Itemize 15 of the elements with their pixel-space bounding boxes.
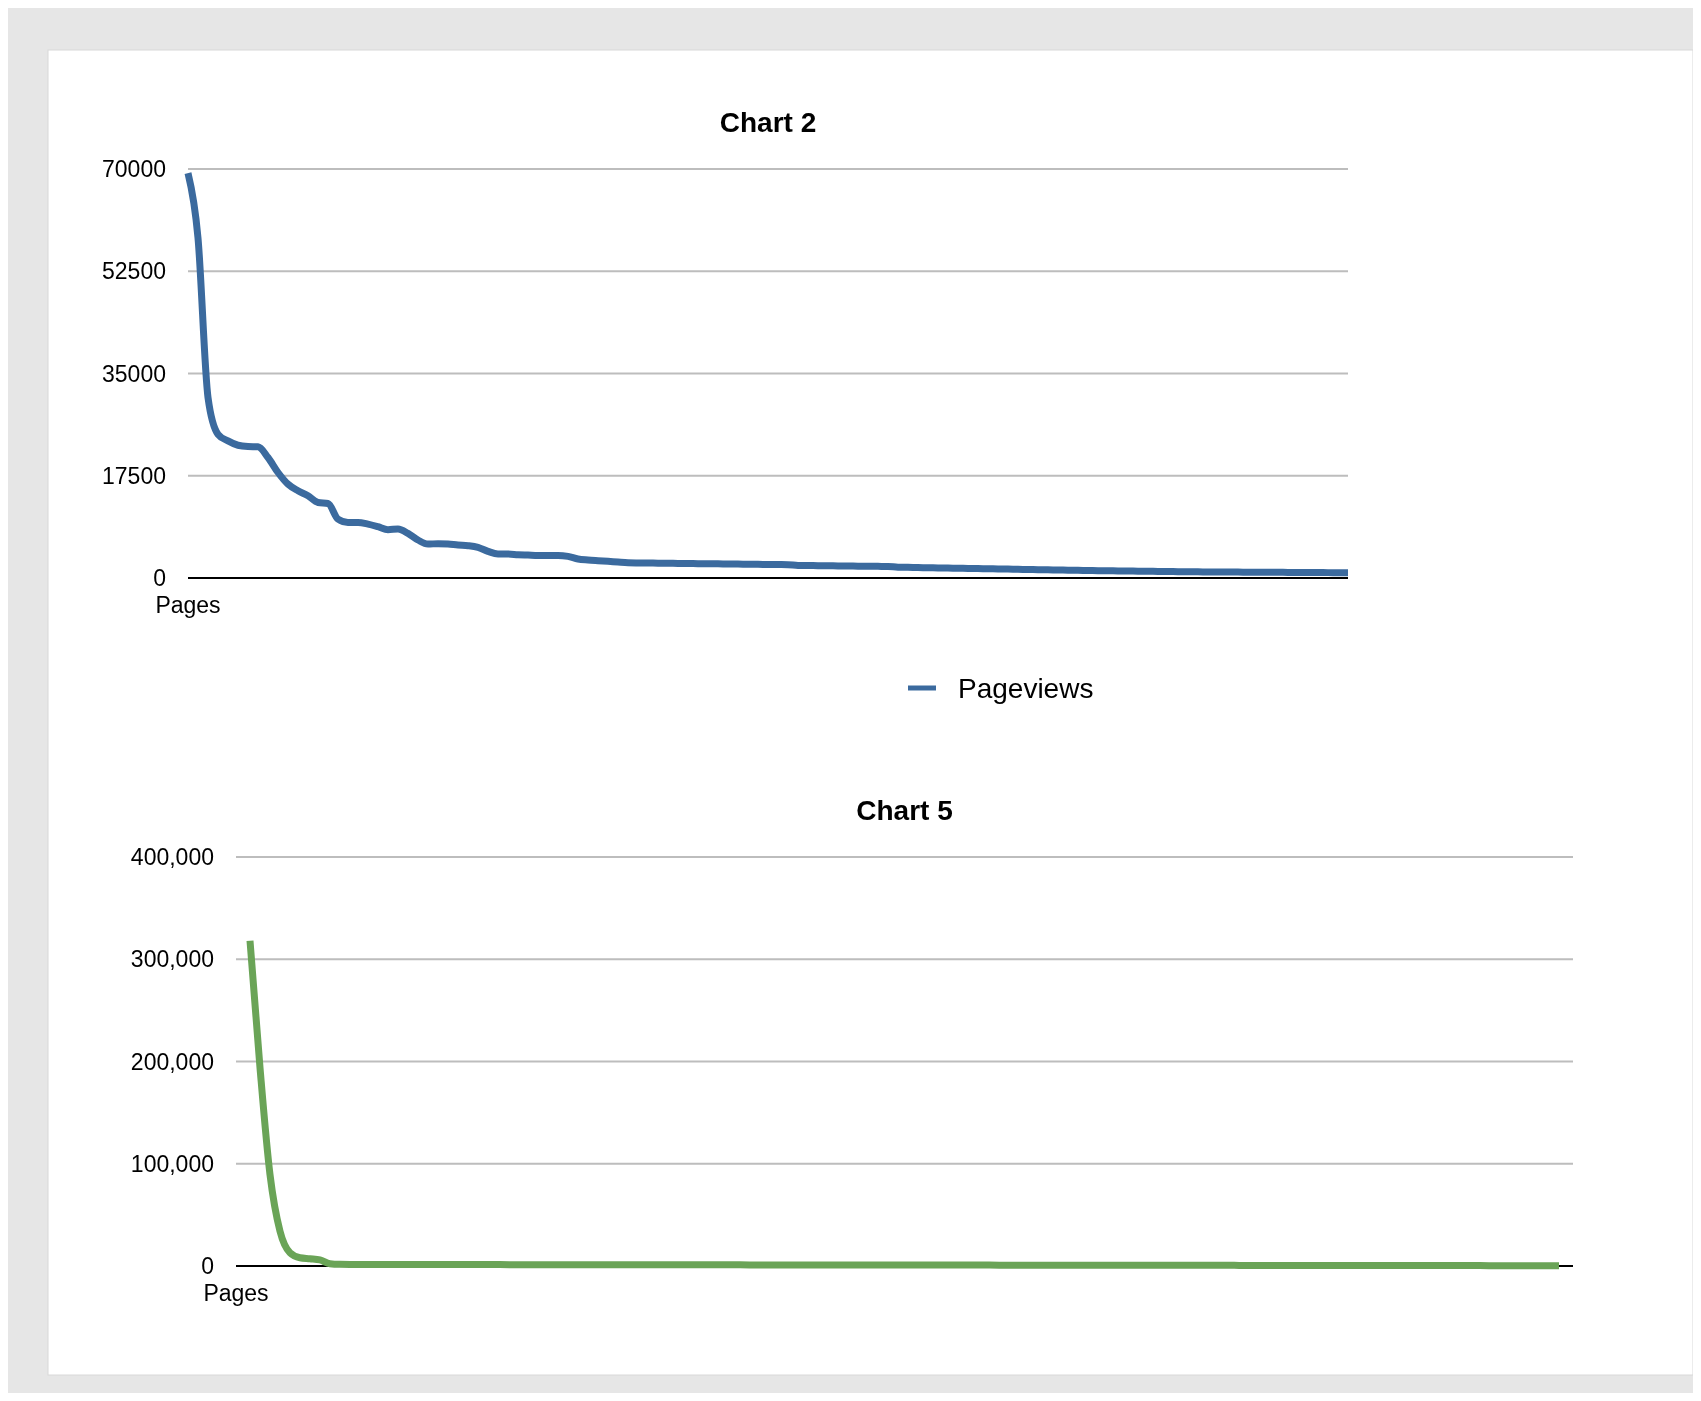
y-tick-label: 35000 bbox=[102, 360, 166, 387]
chart-title: Chart 5 bbox=[856, 795, 953, 826]
legend-label: Pageviews bbox=[958, 672, 1094, 704]
y-tick-label: 0 bbox=[153, 565, 166, 592]
chart-title: Chart 2 bbox=[719, 107, 817, 138]
y-tick-label: 52500 bbox=[102, 258, 166, 285]
y-tick-label: 200,000 bbox=[130, 1048, 214, 1075]
y-tick-label: 400,000 bbox=[130, 844, 214, 871]
y-tick-label: 0 bbox=[201, 1253, 214, 1280]
y-tick-label: 70000 bbox=[102, 156, 166, 183]
y-tick-label: 17500 bbox=[102, 462, 166, 489]
x-axis-title: Pages bbox=[155, 592, 221, 618]
y-tick-label: 100,000 bbox=[130, 1150, 214, 1177]
x-axis-title: Pages bbox=[203, 1280, 269, 1306]
y-tick-label: 300,000 bbox=[130, 946, 214, 973]
